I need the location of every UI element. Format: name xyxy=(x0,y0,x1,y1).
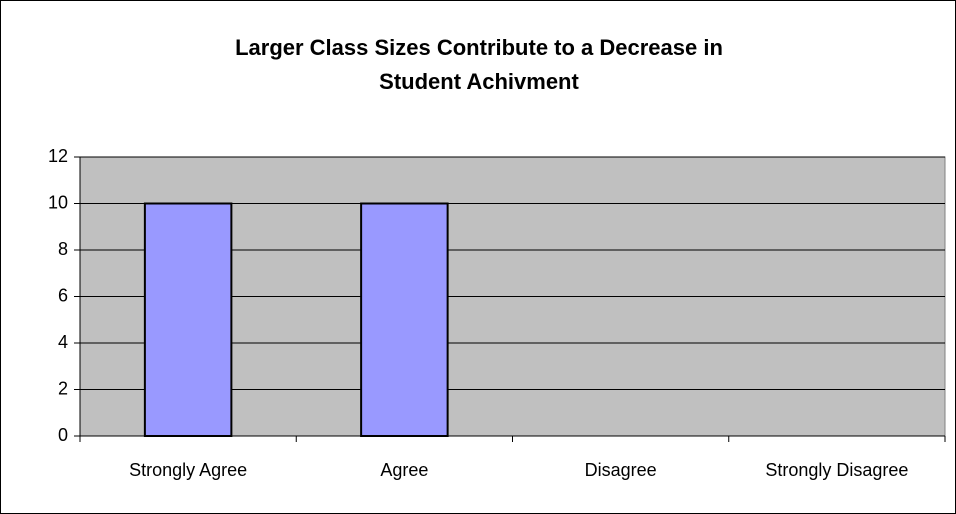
chart-title: Larger Class Sizes Contribute to a Decre… xyxy=(235,35,723,94)
bar xyxy=(360,202,449,437)
y-tick-label: 6 xyxy=(58,285,68,305)
y-tick-label: 2 xyxy=(58,378,68,398)
y-tick-label: 4 xyxy=(58,332,68,352)
bar xyxy=(143,202,233,437)
y-tick-label: 10 xyxy=(48,192,68,212)
y-tick-label: 12 xyxy=(48,146,68,166)
y-tick-label: 0 xyxy=(58,425,68,445)
x-tick-label: Agree xyxy=(380,460,428,480)
x-tick-label: Strongly Agree xyxy=(129,460,247,480)
y-tick-label: 8 xyxy=(58,239,68,259)
x-tick-label: Strongly Disagree xyxy=(765,460,908,480)
x-tick-label: Disagree xyxy=(585,460,657,480)
